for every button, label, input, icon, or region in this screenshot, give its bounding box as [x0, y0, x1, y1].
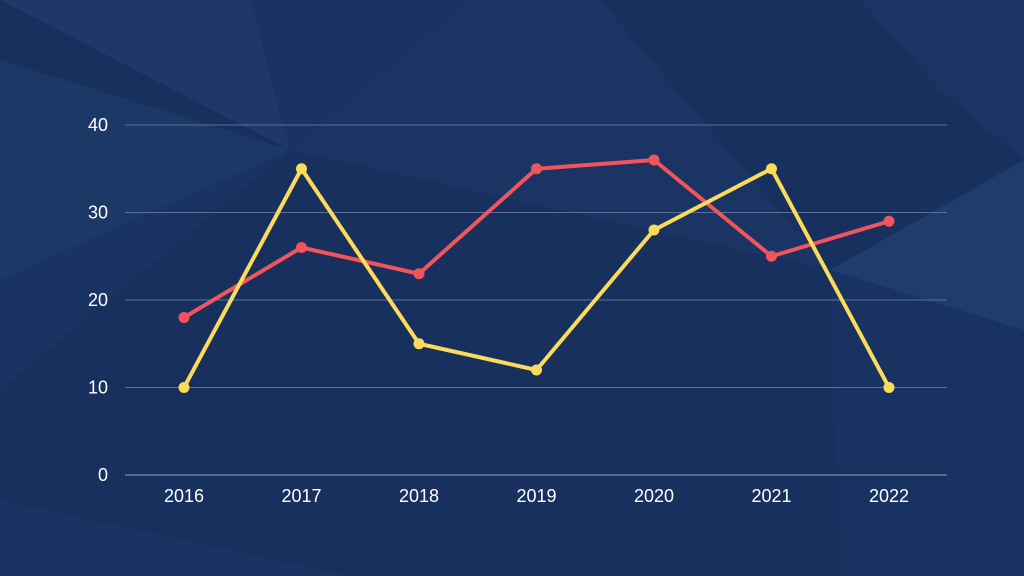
series-2-point — [766, 163, 777, 175]
x-tick-labels: 2016 2017 2018 2019 2020 2021 2022 — [164, 486, 909, 506]
y-tick-label: 40 — [88, 115, 108, 135]
x-tick-label: 2016 — [164, 486, 204, 506]
series-2-point — [178, 382, 190, 393]
y-tick-labels: 0 10 20 30 40 — [88, 115, 108, 485]
y-tick-label: 30 — [88, 203, 108, 223]
series-1-point — [296, 242, 307, 253]
series-1-point — [883, 215, 895, 227]
y-tick-label: 0 — [98, 465, 108, 485]
y-tick-label: 20 — [88, 290, 108, 310]
series-1-point — [178, 312, 190, 323]
series-lines — [178, 154, 895, 393]
x-tick-label: 2019 — [516, 486, 556, 506]
series-1-point — [413, 268, 425, 280]
series-2-point — [413, 338, 425, 350]
x-tick-label: 2018 — [399, 486, 439, 506]
series-2-point — [531, 364, 542, 376]
series-1-point — [531, 163, 542, 175]
series-1 — [178, 154, 895, 323]
x-tick-label: 2017 — [281, 486, 321, 506]
x-tick-label: 2020 — [634, 486, 674, 506]
series-1-line — [182, 158, 891, 320]
grid-lines — [125, 124, 947, 388]
x-tick-label: 2022 — [869, 486, 909, 506]
series-1-point — [648, 154, 660, 166]
series-2-line — [182, 166, 891, 390]
y-tick-label: 10 — [88, 378, 108, 398]
series-2-point — [883, 382, 895, 393]
x-tick-label: 2021 — [751, 486, 791, 506]
series-2 — [178, 163, 895, 393]
series-2-point — [296, 163, 307, 175]
series-2-point — [648, 224, 660, 236]
series-1-point — [766, 250, 777, 262]
